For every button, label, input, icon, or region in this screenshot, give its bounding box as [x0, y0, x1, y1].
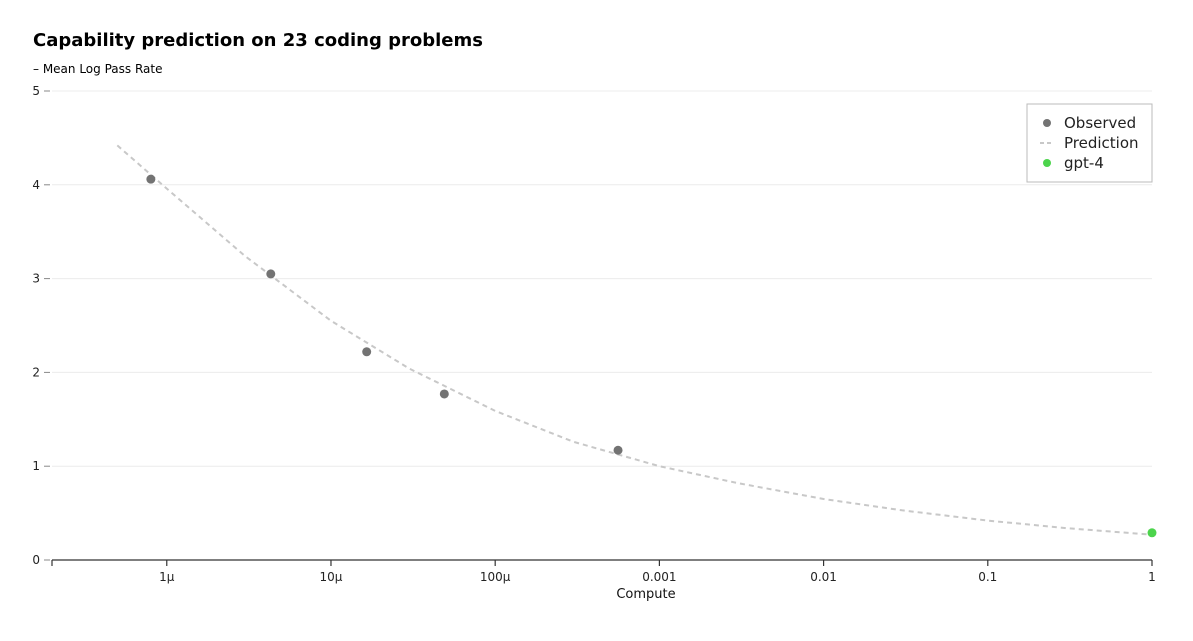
y-tick-label: 4: [32, 178, 40, 192]
legend-swatch-gpt-4: [1043, 159, 1051, 167]
x-tick-label: 0.01: [810, 570, 837, 584]
observed-point: [439, 389, 449, 399]
chart-subtitle: – Mean Log Pass Rate: [33, 62, 163, 76]
x-tick-label: 100μ: [480, 570, 511, 584]
prediction-line: [116, 144, 1153, 536]
x-tick-label: 1: [1148, 570, 1156, 584]
legend-label: gpt-4: [1064, 154, 1104, 172]
y-tick-label: 1: [32, 459, 40, 473]
legend-label: Prediction: [1064, 134, 1139, 152]
x-tick-label: 0.001: [642, 570, 676, 584]
gpt-4-point: [1147, 528, 1157, 538]
y-tick-label: 2: [32, 365, 40, 379]
observed-point: [613, 445, 623, 455]
observed-point: [266, 269, 276, 279]
observed-point: [146, 174, 156, 184]
legend: Observed Prediction gpt-4: [1026, 103, 1153, 183]
grid-lines: [52, 90, 1152, 467]
y-tick-label: 0: [32, 553, 40, 567]
y-tick-label: 5: [32, 84, 40, 98]
observed-point: [362, 347, 372, 357]
legend-swatch-observed: [1043, 119, 1051, 127]
x-tick-label: 1μ: [159, 570, 175, 584]
legend-label: Observed: [1064, 114, 1136, 132]
chart-title: Capability prediction on 23 coding probl…: [33, 30, 483, 51]
x-tick-label: 0.1: [978, 570, 997, 584]
y-axis: 0 1 2 3 4 5: [32, 84, 50, 567]
y-tick-label: 3: [32, 272, 40, 286]
x-tick-label: 10μ: [320, 570, 343, 584]
series-layer: [116, 144, 1157, 538]
x-axis-title: Compute: [616, 587, 675, 602]
x-axis: 1μ 10μ 100μ 0.001 0.01 0.1 1: [51, 559, 1156, 584]
